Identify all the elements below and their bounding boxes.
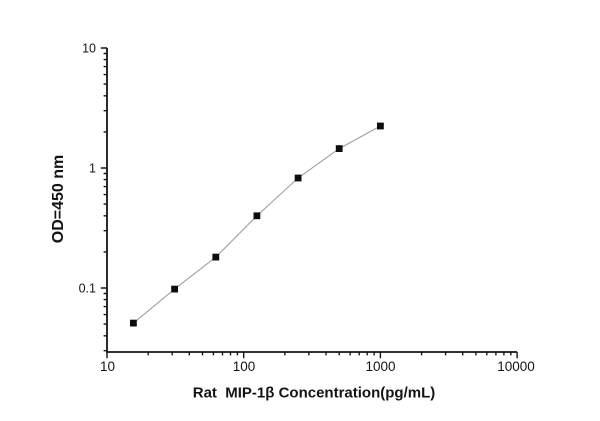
- svg-text:Rat MIP-1β Concentration(pg/m: Rat MIP-1β Concentration(pg/mL): [193, 385, 435, 402]
- svg-text:10000: 10000: [497, 359, 535, 374]
- svg-text:OD=450 nm: OD=450 nm: [50, 155, 67, 243]
- svg-text:0.1: 0.1: [79, 282, 96, 296]
- svg-text:100: 100: [233, 359, 256, 374]
- svg-text:1: 1: [89, 162, 96, 176]
- svg-text:10: 10: [82, 42, 96, 56]
- svg-text:10: 10: [100, 359, 115, 374]
- svg-text:1000: 1000: [365, 359, 395, 374]
